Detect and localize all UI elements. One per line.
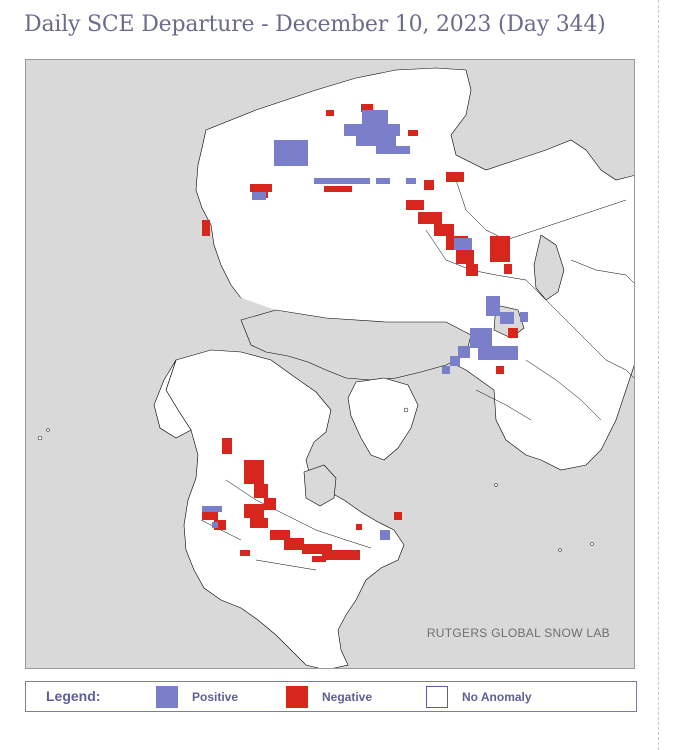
legend-label-no-anomaly: No Anomaly	[462, 690, 532, 704]
positive-anomaly-cells	[202, 110, 528, 540]
water-arctic-band	[240, 309, 472, 381]
water-caspian-region	[533, 234, 565, 301]
page-divider	[658, 0, 659, 750]
legend-label-negative: Negative	[322, 690, 373, 704]
land-arctic-pole	[226, 210, 496, 322]
water-hudson-bay	[303, 464, 337, 507]
map-canvas	[26, 60, 634, 668]
map-legend: Legend: Positive Negative No Anomaly	[25, 681, 637, 712]
page-title: Daily SCE Departure - December 10, 2023 …	[24, 12, 606, 37]
legend-label-positive: Positive	[192, 690, 239, 704]
legend-swatch-no-anomaly	[426, 686, 448, 708]
legend-swatch-negative	[286, 686, 308, 708]
land-north-america	[165, 349, 405, 668]
legend-title: Legend:	[46, 688, 101, 704]
land-alaska-tip	[153, 359, 192, 439]
negative-anomaly-cells	[202, 104, 518, 562]
map-credit: RUTGERS GLOBAL SNOW LAB	[426, 626, 610, 640]
snow-anomaly-map: RUTGERS GLOBAL SNOW LAB	[25, 59, 635, 669]
legend-swatch-positive	[156, 686, 178, 708]
land-greenland	[347, 377, 419, 461]
border-lines	[200, 179, 634, 571]
small-islands	[37, 407, 594, 552]
